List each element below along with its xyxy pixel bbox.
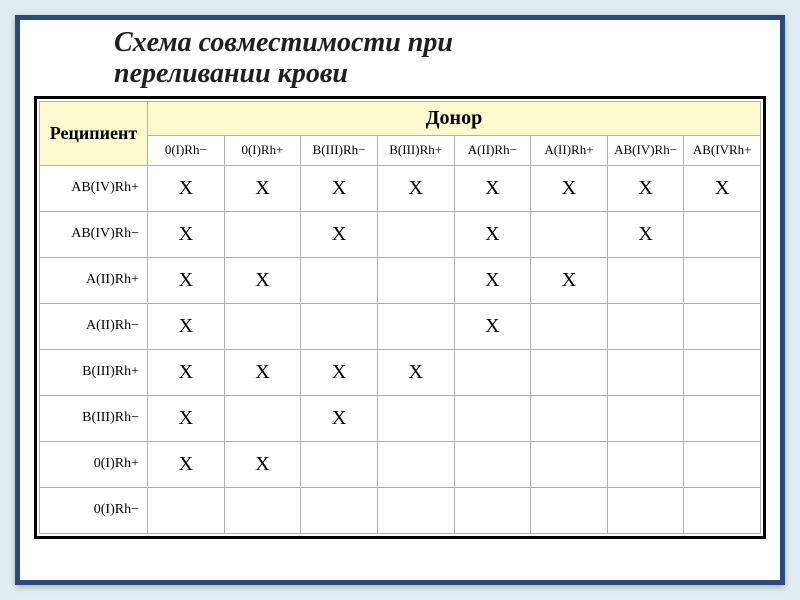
title-line-2: переливании крови [114, 58, 348, 89]
cell-3-6 [607, 303, 684, 349]
cell-1-7 [684, 211, 761, 257]
cell-7-1 [224, 487, 301, 533]
donor-columns-row: 0(I)Rh−0(I)Rh+B(III)Rh−B(III)Rh+A(II)Rh−… [40, 135, 761, 165]
donor-col-4: A(II)Rh− [454, 135, 531, 165]
table-row: 0(I)Rh+XX [40, 441, 761, 487]
cell-7-7 [684, 487, 761, 533]
table-body: AB(IV)Rh+XXXXXXXXAB(IV)Rh−XXXXA(II)Rh+XX… [40, 165, 761, 533]
table-row: B(III)Rh−XX [40, 395, 761, 441]
cell-7-5 [531, 487, 608, 533]
cell-2-5: X [531, 257, 608, 303]
table-row: B(III)Rh+XXXX [40, 349, 761, 395]
table-row: A(II)Rh−XX [40, 303, 761, 349]
donor-col-6: AB(IV)Rh− [607, 135, 684, 165]
compatibility-table: Реципиент Донор 0(I)Rh−0(I)Rh+B(III)Rh−B… [39, 101, 761, 534]
cell-0-3: X [377, 165, 454, 211]
cell-5-2: X [301, 395, 378, 441]
cell-0-1: X [224, 165, 301, 211]
cell-3-1 [224, 303, 301, 349]
recipient-row-1: AB(IV)Rh− [40, 211, 148, 257]
cell-5-7 [684, 395, 761, 441]
donor-col-2: B(III)Rh− [301, 135, 378, 165]
cell-0-7: X [684, 165, 761, 211]
recipient-row-2: A(II)Rh+ [40, 257, 148, 303]
cell-6-0: X [148, 441, 225, 487]
cell-0-2: X [301, 165, 378, 211]
cell-6-2 [301, 441, 378, 487]
cell-7-6 [607, 487, 684, 533]
donor-col-1: 0(I)Rh+ [224, 135, 301, 165]
cell-4-5 [531, 349, 608, 395]
cell-5-1 [224, 395, 301, 441]
cell-4-0: X [148, 349, 225, 395]
cell-2-6 [607, 257, 684, 303]
cell-2-1: X [224, 257, 301, 303]
cell-5-3 [377, 395, 454, 441]
table-row: AB(IV)Rh−XXXX [40, 211, 761, 257]
cell-7-0 [148, 487, 225, 533]
cell-1-4: X [454, 211, 531, 257]
cell-7-3 [377, 487, 454, 533]
cell-0-6: X [607, 165, 684, 211]
cell-6-5 [531, 441, 608, 487]
recipient-row-0: AB(IV)Rh+ [40, 165, 148, 211]
donor-col-0: 0(I)Rh− [148, 135, 225, 165]
cell-7-4 [454, 487, 531, 533]
cell-2-2 [301, 257, 378, 303]
cell-1-0: X [148, 211, 225, 257]
cell-4-2: X [301, 349, 378, 395]
cell-6-1: X [224, 441, 301, 487]
cell-3-2 [301, 303, 378, 349]
cell-3-7 [684, 303, 761, 349]
cell-3-4: X [454, 303, 531, 349]
cell-1-3 [377, 211, 454, 257]
cell-1-6: X [607, 211, 684, 257]
cell-5-0: X [148, 395, 225, 441]
recipient-row-3: A(II)Rh− [40, 303, 148, 349]
recipient-header: Реципиент [40, 101, 148, 165]
table-row: A(II)Rh+XXXX [40, 257, 761, 303]
cell-0-4: X [454, 165, 531, 211]
table-row: AB(IV)Rh+XXXXXXXX [40, 165, 761, 211]
cell-2-0: X [148, 257, 225, 303]
donor-col-7: AB(IVRh+ [684, 135, 761, 165]
cell-1-5 [531, 211, 608, 257]
cell-2-3 [377, 257, 454, 303]
cell-0-5: X [531, 165, 608, 211]
cell-1-2: X [301, 211, 378, 257]
slide-title: Схема совместимости при переливании кров… [34, 28, 766, 90]
cell-5-6 [607, 395, 684, 441]
donor-header: Донор [148, 101, 761, 135]
cell-5-5 [531, 395, 608, 441]
recipient-row-5: B(III)Rh− [40, 395, 148, 441]
cell-4-6 [607, 349, 684, 395]
cell-6-7 [684, 441, 761, 487]
cell-6-3 [377, 441, 454, 487]
cell-2-4: X [454, 257, 531, 303]
cell-2-7 [684, 257, 761, 303]
recipient-row-4: B(III)Rh+ [40, 349, 148, 395]
cell-3-3 [377, 303, 454, 349]
slide-frame: Схема совместимости при переливании кров… [15, 15, 785, 585]
cell-1-1 [224, 211, 301, 257]
cell-4-1: X [224, 349, 301, 395]
donor-col-5: A(II)Rh+ [531, 135, 608, 165]
cell-6-6 [607, 441, 684, 487]
cell-3-0: X [148, 303, 225, 349]
recipient-row-6: 0(I)Rh+ [40, 441, 148, 487]
donor-col-3: B(III)Rh+ [377, 135, 454, 165]
cell-5-4 [454, 395, 531, 441]
table-row: 0(I)Rh− [40, 487, 761, 533]
cell-7-2 [301, 487, 378, 533]
compatibility-table-wrap: Реципиент Донор 0(I)Rh−0(I)Rh+B(III)Rh−B… [34, 96, 766, 539]
cell-4-3: X [377, 349, 454, 395]
cell-4-7 [684, 349, 761, 395]
recipient-row-7: 0(I)Rh− [40, 487, 148, 533]
cell-0-0: X [148, 165, 225, 211]
title-line-1: Схема совместимости при [114, 27, 453, 58]
cell-3-5 [531, 303, 608, 349]
cell-6-4 [454, 441, 531, 487]
cell-4-4 [454, 349, 531, 395]
